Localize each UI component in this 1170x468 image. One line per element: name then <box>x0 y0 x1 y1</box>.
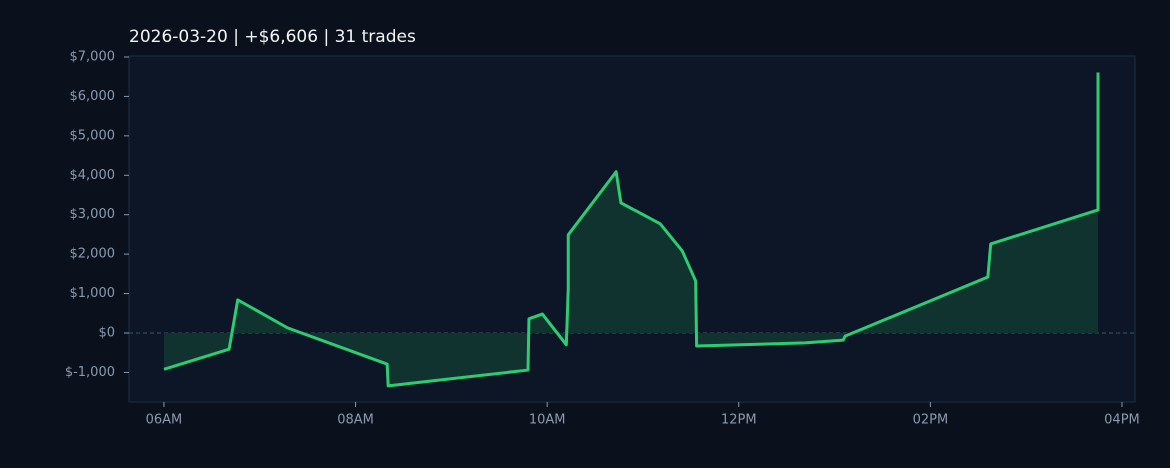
x-tick-label: 06AM <box>146 413 183 428</box>
area <box>163 72 1099 386</box>
x-tick-label: 04PM <box>1104 413 1140 428</box>
y-tick-label: $3,000 <box>70 207 116 222</box>
x-tick-label: 08AM <box>337 413 374 428</box>
x-tick-label: 02PM <box>913 413 949 428</box>
y-tick-label: $-1,000 <box>65 365 115 380</box>
y-tick-label: $4,000 <box>70 168 116 183</box>
line <box>163 72 1100 388</box>
y-tick-label: $7,000 <box>70 49 116 64</box>
y-tick-label: $0 <box>98 325 115 340</box>
y-tick-label: $1,000 <box>70 286 116 301</box>
y-tick-label: $2,000 <box>70 247 116 262</box>
y-tick-label: $6,000 <box>70 89 116 104</box>
x-tick-label: 12PM <box>721 413 757 428</box>
x-tick-label: 10AM <box>529 413 566 428</box>
chart-title: 2026-03-20 | +$6,606 | 31 trades <box>129 27 416 47</box>
y-tick-label: $5,000 <box>70 128 116 143</box>
